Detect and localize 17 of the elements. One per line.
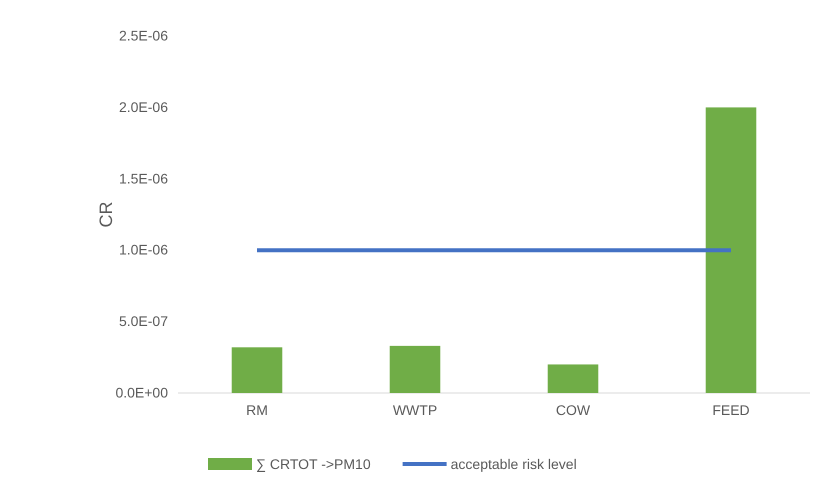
x-tick-label: FEED	[712, 402, 750, 418]
legend-label: ∑ CRTOT ->PM10	[256, 456, 371, 472]
x-tick-label: WWTP	[392, 402, 438, 418]
bar	[548, 364, 598, 393]
y-tick-label: 2.0E-06	[118, 98, 168, 115]
legend-label: acceptable risk level	[450, 456, 577, 472]
y-tick-label: 1.5E-06	[118, 170, 168, 186]
y-tick-label: 5.0E-07	[118, 313, 168, 330]
bar	[232, 347, 282, 393]
y-tick-label: 0.0E+00	[115, 384, 168, 400]
y-tick-label: 1.0E-06	[118, 242, 168, 258]
y-axis-title: CR	[96, 202, 116, 228]
bar	[390, 346, 440, 393]
x-tick-label: COW	[556, 402, 591, 418]
x-tick-label: RM	[246, 402, 268, 418]
bar	[706, 107, 756, 393]
y-tick-label: 2.5E-06	[118, 27, 168, 44]
